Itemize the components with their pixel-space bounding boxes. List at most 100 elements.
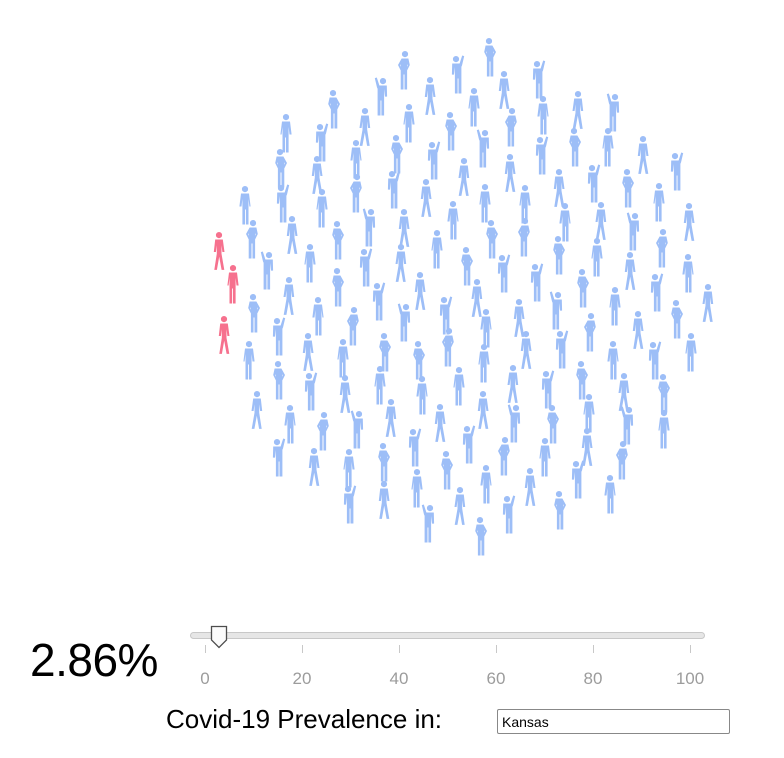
person-icon	[341, 484, 357, 524]
person-icon	[573, 360, 589, 400]
person-icon	[393, 243, 409, 283]
person-icon	[458, 246, 474, 286]
person-icon	[615, 440, 631, 480]
person-icon	[270, 316, 286, 356]
person-icon	[646, 340, 662, 380]
person-icon	[607, 286, 623, 326]
slider-track[interactable]	[190, 632, 705, 639]
person-icon	[681, 202, 697, 242]
person-icon	[348, 139, 364, 179]
slider-tick-label: 20	[292, 669, 312, 688]
person-icon	[579, 427, 595, 467]
person-infected-icon	[216, 315, 232, 355]
person-icon	[357, 247, 373, 287]
slider-tick	[399, 645, 400, 653]
prevalence-label: Covid-19 Prevalence in:	[166, 704, 443, 734]
person-icon	[346, 306, 362, 346]
slider-tick	[205, 645, 206, 653]
person-icon	[616, 372, 632, 412]
person-icon	[517, 217, 533, 257]
person-icon	[245, 219, 261, 259]
person-icon	[316, 411, 332, 451]
person-icon	[313, 122, 329, 162]
person-icon	[274, 183, 290, 223]
person-icon	[349, 173, 365, 213]
prevalence-slider[interactable]: 0 20 40 60 80 100	[190, 625, 705, 695]
slider-tick	[496, 645, 497, 653]
person-icon	[357, 107, 373, 147]
person-icon	[553, 329, 569, 369]
person-icon	[500, 494, 516, 534]
person-icon	[668, 299, 684, 339]
person-icon	[260, 250, 276, 290]
person-icon	[278, 113, 294, 153]
person-icon	[376, 480, 392, 520]
person-icon	[437, 295, 453, 335]
person-icon	[282, 404, 298, 444]
person-icon	[518, 330, 534, 370]
person-icon	[495, 253, 511, 293]
person-icon	[478, 308, 494, 348]
person-icon	[325, 89, 341, 129]
person-icon	[680, 253, 696, 293]
person-icon	[451, 366, 467, 406]
person-icon	[438, 450, 454, 490]
person-icon	[537, 437, 553, 477]
person-icon	[449, 54, 465, 94]
person-icon	[362, 207, 378, 247]
person-icon	[481, 37, 497, 77]
person-icon	[385, 169, 401, 209]
person-icon	[412, 271, 428, 311]
person-icon	[651, 182, 667, 222]
person-icon	[314, 188, 330, 228]
person-icon	[620, 405, 636, 445]
state-input[interactable]	[497, 709, 730, 734]
person-icon	[504, 107, 520, 147]
person-icon	[549, 290, 565, 330]
person-icon	[593, 201, 609, 241]
person-icon	[370, 281, 386, 321]
person-icon	[442, 111, 458, 151]
person-icon	[396, 208, 412, 248]
person-icon	[445, 200, 461, 240]
person-icon	[605, 340, 621, 380]
slider-tick-label: 40	[389, 669, 409, 688]
person-icon	[606, 92, 622, 132]
person-icon	[418, 178, 434, 218]
person-icon	[397, 302, 413, 342]
person-icon	[496, 70, 512, 110]
person-icon	[630, 310, 646, 350]
person-icon	[683, 332, 699, 372]
slider-tick	[593, 645, 594, 653]
person-icon	[478, 464, 494, 504]
person-icon	[551, 168, 567, 208]
slider-tick	[690, 645, 691, 653]
person-icon	[306, 447, 322, 487]
person-icon	[583, 312, 599, 352]
prevalence-value: 2.86%	[30, 634, 158, 686]
person-icon	[619, 168, 635, 208]
person-icon	[622, 251, 638, 291]
person-icon	[401, 103, 417, 143]
person-icon	[425, 140, 441, 180]
person-icon	[522, 467, 538, 507]
person-icon	[456, 157, 472, 197]
person-icon	[429, 229, 445, 269]
person-icon	[329, 267, 345, 307]
person-icon	[245, 293, 261, 333]
person-icon	[375, 442, 391, 482]
person-icon	[270, 360, 286, 400]
person-icon	[329, 220, 345, 260]
person-icon	[249, 390, 265, 430]
person-icon	[528, 262, 544, 302]
person-icon	[460, 424, 476, 464]
person-icon	[270, 437, 286, 477]
person-icon	[550, 235, 566, 275]
slider-tick-label: 100	[675, 669, 705, 688]
person-icon	[302, 371, 318, 411]
slider-thumb[interactable]	[209, 625, 229, 649]
slider-tick-label: 0	[200, 669, 210, 688]
person-icon	[533, 135, 549, 175]
person-icon	[581, 393, 597, 433]
slider-tick	[302, 645, 303, 653]
